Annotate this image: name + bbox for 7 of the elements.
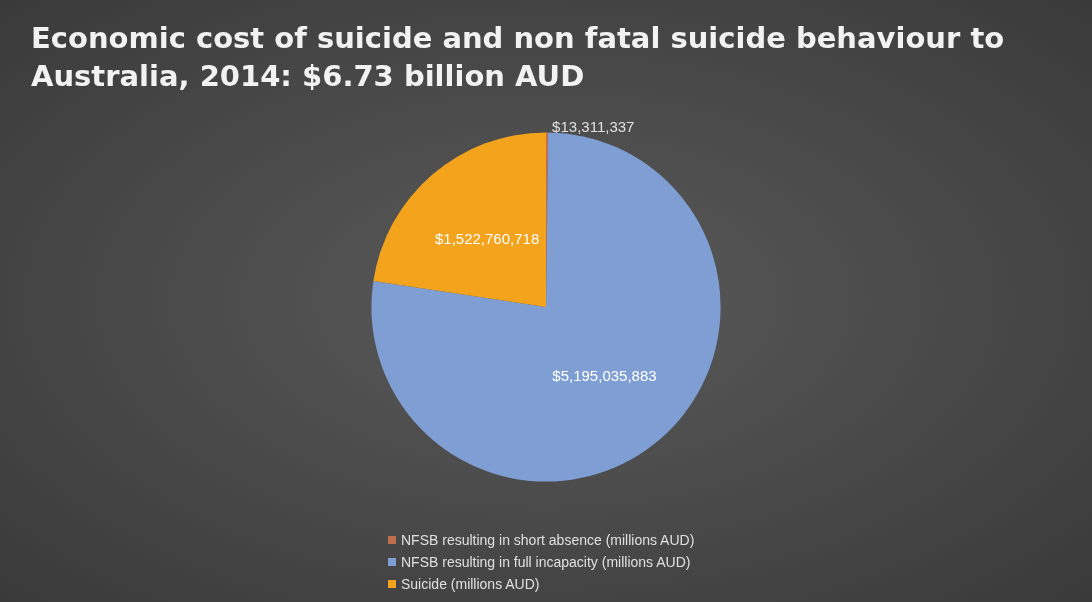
data-label: $1,522,760,718 (434, 230, 540, 248)
data-label: $5,195,035,883 (552, 367, 657, 385)
legend-label: NFSB resulting in short absence (millions AUD) (401, 532, 695, 548)
legend-label: Suicide (millions AUD) (401, 576, 540, 592)
data-label: $13,311,337 (552, 117, 635, 135)
chart-title: Economic cost of suicide and non fatal suicide behaviour to Australia, 2014: $6.73 billion AUD (31, 21, 1015, 93)
legend-label: NFSB resulting in full incapacity (millions AUD) (401, 554, 691, 570)
